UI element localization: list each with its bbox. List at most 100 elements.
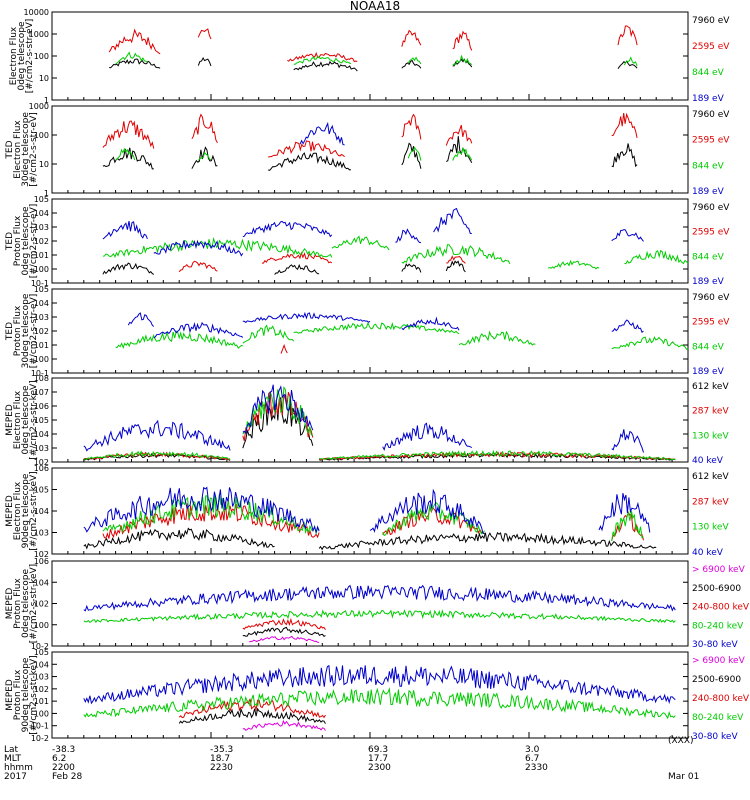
series-line	[547, 259, 600, 270]
y-axis-label: [#/cm2-s-str-keV]	[29, 471, 39, 550]
footer-tick-value: Mar 01	[668, 772, 699, 782]
y-tick-label: 100	[34, 52, 49, 61]
y-axis-label: 30deg telescope	[21, 293, 31, 368]
y-tick-label: 103	[34, 444, 49, 453]
series-line	[83, 687, 676, 720]
series-line	[611, 510, 644, 542]
y-tick-label: 1000	[29, 30, 49, 39]
legend-entry: 7960 eV	[692, 16, 730, 26]
y-axis-label: [#/cm2-s-str-keV]	[29, 380, 39, 459]
y-tick-label: 101	[34, 341, 49, 350]
y-tick-label: 103	[34, 223, 49, 232]
series-line	[401, 244, 511, 265]
y-tick-label: 100	[34, 355, 49, 364]
footer-tick-value: Feb 28	[52, 772, 83, 782]
y-tick-label: 106	[34, 464, 49, 473]
series-line	[191, 113, 218, 144]
y-axis-label: Proton Flux	[13, 305, 23, 356]
y-tick-label: 100	[34, 131, 49, 140]
y-axis-label: Electron Flux	[13, 390, 23, 449]
series-line	[83, 486, 320, 534]
series-line	[153, 321, 244, 339]
series-line	[178, 698, 326, 719]
series-line	[178, 707, 326, 724]
series-line	[401, 316, 460, 331]
series-line	[445, 124, 473, 146]
legend-entry: 130 keV	[692, 523, 729, 533]
y-tick-label: 1	[44, 96, 49, 105]
legend-entry: 2500-6900	[692, 675, 741, 685]
series-line	[401, 29, 422, 47]
series-line	[115, 147, 136, 161]
series-line	[242, 311, 371, 324]
series-line	[611, 335, 689, 350]
footer-tick-extra: (XXX)	[668, 736, 694, 746]
series-line	[407, 146, 422, 161]
legend-entry: 130 keV	[692, 431, 729, 441]
y-tick-label: 10-1	[31, 369, 49, 378]
y-axis-label: Proton Flux	[13, 215, 23, 266]
footer-row-label: MLT	[4, 754, 22, 764]
y-tick-label: 106	[34, 557, 49, 566]
y-tick-label: 1	[44, 189, 49, 198]
series-line	[452, 54, 473, 66]
y-tick-label: 102	[34, 237, 49, 246]
series-line	[458, 330, 536, 346]
y-axis-label: 90deg telescope	[21, 657, 31, 732]
y-tick-label: 107	[34, 388, 49, 397]
series-line	[293, 60, 358, 72]
series-line	[178, 260, 218, 273]
legend-entry: 240-800 keV	[692, 694, 750, 704]
y-tick-label: 103	[34, 673, 49, 682]
series-line	[115, 330, 243, 350]
y-axis-label: [#/cm2-s-str-eV]	[25, 19, 35, 94]
y-tick-label: 105	[34, 285, 49, 294]
footer-row-label: hhmm	[4, 763, 33, 773]
footer-row-label: 2017	[4, 772, 27, 782]
footer-tick-value: -35.3	[210, 745, 233, 755]
legend-entry: 612 keV	[692, 472, 729, 482]
series-line	[83, 527, 275, 550]
panel-frame	[51, 11, 689, 101]
footer-tick-value: 2230	[210, 763, 233, 773]
series-line	[115, 51, 148, 65]
legend-entry: 287 keV	[692, 497, 729, 507]
series-line	[293, 55, 352, 65]
panel-frame	[51, 467, 689, 555]
y-axis-label: Proton Flux	[13, 578, 23, 629]
y-tick-label: 100	[34, 621, 49, 630]
footer-tick-value: 17.7	[368, 754, 388, 764]
y-tick-label: 102	[34, 550, 49, 559]
y-axis-label: Proton Flux	[13, 669, 23, 720]
legend-entry: 7960 eV	[692, 293, 730, 303]
y-axis-label: TED	[5, 232, 15, 251]
legend-entry: 240-800 keV	[692, 603, 750, 613]
y-axis-label: 0deg telescope	[21, 385, 31, 455]
series-line	[293, 321, 460, 335]
legend-entry: 7960 eV	[692, 110, 730, 120]
series-line	[611, 112, 638, 139]
series-line	[102, 147, 154, 170]
series-line	[287, 51, 358, 63]
legend-entry: 7960 eV	[692, 203, 730, 213]
series-line	[102, 221, 148, 240]
series-line	[242, 324, 295, 344]
y-axis-label: [#/cm2-s-str-eV]	[29, 112, 39, 187]
legend-entry: 189 eV	[692, 277, 725, 287]
y-axis-label: Electron Flux	[13, 481, 23, 540]
y-tick-label: 105	[34, 195, 49, 204]
legend-entry: 189 eV	[692, 367, 725, 377]
series-line	[331, 235, 390, 251]
legend-entry: 40 keV	[692, 548, 724, 558]
footer-tick-value: 69.3	[368, 745, 388, 755]
y-tick-label: 10	[39, 74, 49, 83]
y-tick-label: 104	[34, 299, 49, 308]
legend-entry: 80-240 keV	[692, 713, 744, 723]
